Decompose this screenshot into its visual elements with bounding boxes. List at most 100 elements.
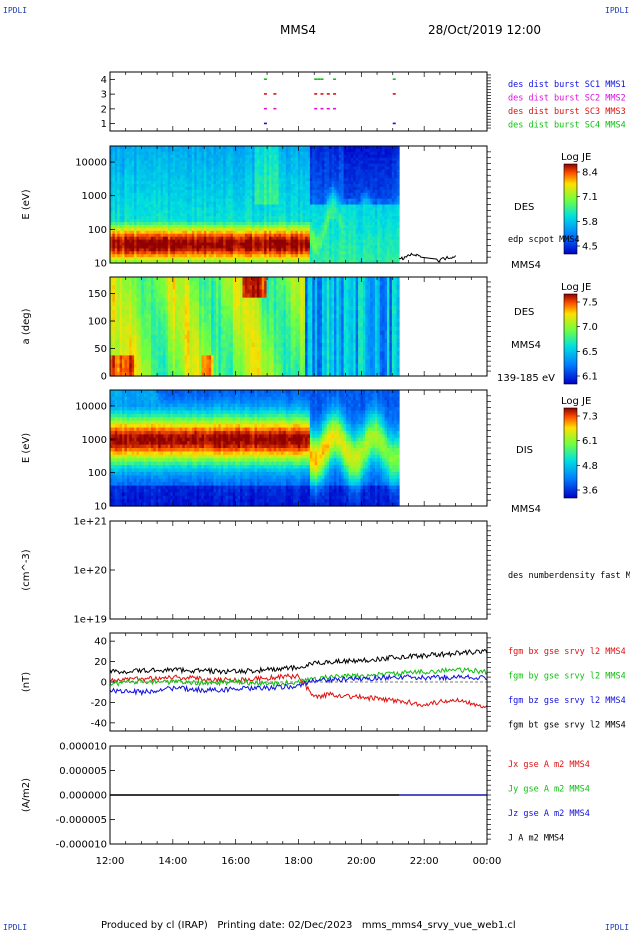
- spectrogram-cell: [244, 210, 248, 214]
- spectrogram-cell: [346, 192, 350, 197]
- spectrogram-cell: [201, 175, 205, 179]
- spectrogram-cell: [187, 210, 191, 214]
- spectrogram-cell: [148, 157, 152, 162]
- spectrogram-cell: [187, 163, 191, 168]
- spectrogram-cell: [150, 160, 154, 165]
- spectrogram-cell: [148, 242, 152, 247]
- spectrogram-cell: [223, 186, 227, 191]
- spectrogram-cell: [348, 192, 352, 197]
- spectrogram-cell: [259, 157, 263, 162]
- spectrogram-cell: [261, 227, 265, 232]
- spectrogram-cell: [295, 146, 299, 150]
- spectrogram-cell: [358, 230, 362, 235]
- spectrogram-cell: [150, 257, 154, 261]
- spectrogram-cell: [276, 254, 280, 258]
- spectrogram-cell: [312, 245, 316, 249]
- spectrogram-cell: [235, 213, 239, 217]
- spectrogram-cell: [336, 201, 340, 206]
- spectrogram-cell: [122, 242, 126, 247]
- spectrogram-cell: [374, 248, 378, 252]
- spectrogram-cell: [218, 151, 222, 156]
- spectrogram-cell: [134, 184, 138, 188]
- spectrogram-cell: [353, 230, 357, 235]
- spectrogram-cell: [196, 181, 200, 185]
- spectrogram-cell: [305, 172, 309, 176]
- spectrogram-cell: [329, 169, 333, 173]
- spectrogram-cell: [384, 236, 388, 241]
- spectrogram-cell: [215, 157, 219, 162]
- spectrogram-cell: [256, 172, 260, 176]
- spectrogram-cell: [172, 260, 176, 264]
- spectrogram-cell: [384, 169, 388, 173]
- spectrogram-cell: [160, 224, 164, 229]
- spectrogram-cell: [252, 154, 256, 159]
- spectrogram-cell: [247, 233, 251, 238]
- spectrogram-cell: [256, 195, 260, 200]
- spectrogram-cell: [285, 198, 289, 203]
- spectrogram-cell: [362, 178, 366, 182]
- spectrogram-cell: [230, 248, 234, 252]
- spectrogram-cell: [242, 172, 246, 176]
- spectrogram-cell: [307, 227, 311, 232]
- spectrogram-cell: [228, 260, 232, 264]
- spectrogram-cell: [184, 195, 188, 200]
- spectrogram-cell: [302, 216, 306, 220]
- spectrogram-cell: [179, 242, 183, 247]
- spectrogram-cell: [281, 157, 285, 162]
- spectrogram-cell: [374, 172, 378, 176]
- spectrogram-cell: [237, 204, 241, 209]
- spectrogram-cell: [370, 201, 374, 206]
- spectrogram-cell: [167, 175, 171, 179]
- spectrogram-cell: [110, 239, 114, 244]
- spectrogram-cell: [374, 224, 378, 229]
- spectrogram-cell: [336, 154, 340, 159]
- spectrogram-cell: [122, 326, 126, 332]
- spectrogram-cell: [254, 160, 258, 165]
- spectrogram-cell: [271, 248, 275, 252]
- spectrogram-cell: [187, 166, 191, 170]
- spectrogram-cell: [213, 222, 217, 226]
- spectrogram-cell: [288, 260, 292, 264]
- spectrogram-cell: [203, 166, 207, 170]
- spectrogram-cell: [242, 175, 246, 179]
- spectrogram-cell: [386, 189, 390, 194]
- spectrogram-cell: [346, 260, 350, 264]
- spectrogram-cell: [114, 310, 118, 315]
- spectrogram-cell: [362, 204, 366, 209]
- spectrogram-cell: [281, 216, 285, 220]
- spectrogram-cell: [343, 219, 347, 223]
- spectrogram-cell: [194, 195, 198, 200]
- spectrogram-cell: [172, 151, 176, 156]
- spectrogram-cell: [158, 236, 162, 241]
- spectrogram-cell: [129, 178, 133, 182]
- spectrogram-cell: [155, 236, 159, 241]
- spectrogram-cell: [153, 198, 157, 203]
- spectrogram-cell: [312, 260, 316, 264]
- spectrogram-cell: [336, 169, 340, 173]
- spectrogram-cell: [119, 184, 123, 188]
- spectrogram-cell: [196, 166, 200, 170]
- spectrogram-cell: [350, 204, 354, 209]
- spectrogram-cell: [290, 230, 294, 235]
- spectrogram-cell: [276, 233, 280, 238]
- spectrogram-cell: [228, 195, 232, 200]
- spectrogram-cell: [346, 257, 350, 261]
- spectrogram-cell: [283, 207, 287, 211]
- spectrogram-cell: [167, 151, 171, 156]
- spectrogram-cell: [341, 169, 345, 173]
- spectrogram-cell: [314, 236, 318, 241]
- spectrogram-cell: [348, 181, 352, 185]
- spectrogram-cell: [358, 260, 362, 264]
- spectrogram-cell: [228, 154, 232, 159]
- spectrogram-cell: [162, 216, 166, 220]
- spectrogram-cell: [334, 151, 338, 156]
- spectrogram-cell: [343, 239, 347, 244]
- spectrogram-cell: [232, 257, 236, 261]
- spectrogram-cell: [189, 204, 193, 209]
- spectrogram-cell: [240, 181, 244, 185]
- spectrogram-cell: [389, 204, 393, 209]
- spectrogram-cell: [170, 213, 174, 217]
- spectrogram-cell: [122, 154, 126, 159]
- spectrogram-cell: [232, 157, 236, 162]
- spectrogram-cell: [126, 175, 130, 179]
